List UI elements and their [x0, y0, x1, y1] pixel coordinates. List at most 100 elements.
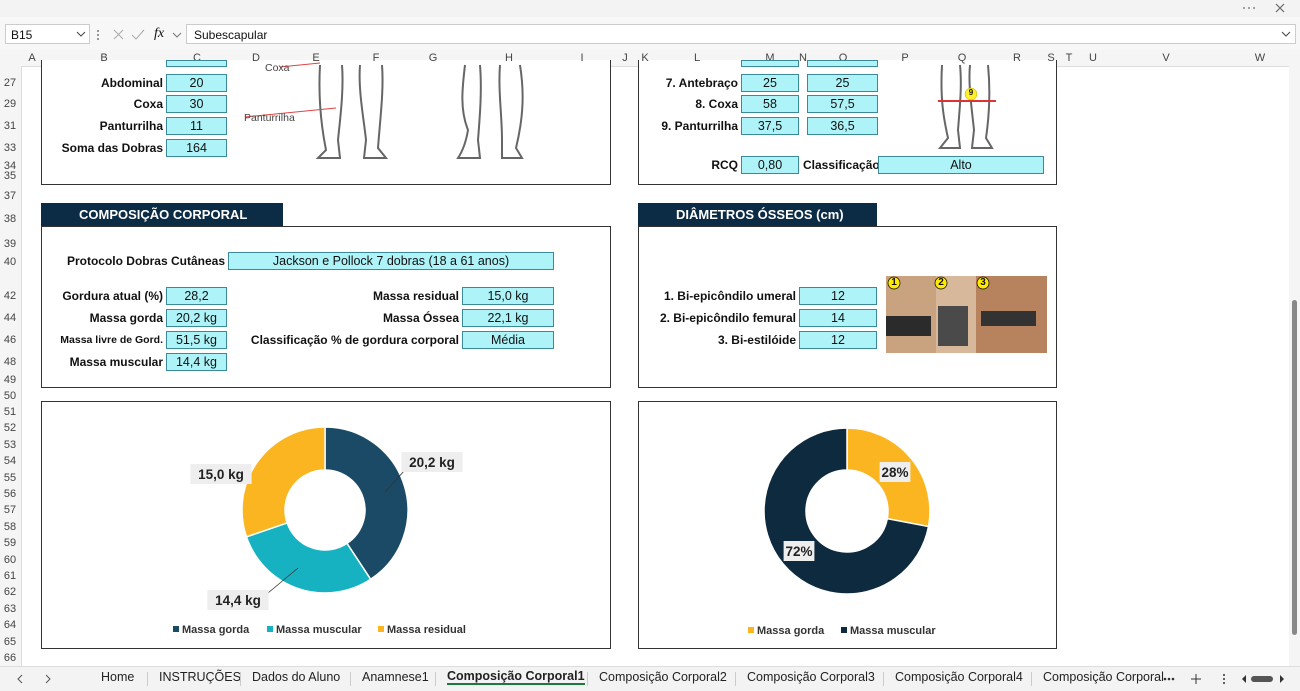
legend-label: Massa gorda — [182, 624, 250, 636]
row-header: 61 — [3, 570, 17, 582]
row-header: 34 — [3, 160, 17, 172]
window-icons — [1243, 3, 1285, 13]
field-label: Massa Óssea — [382, 311, 459, 325]
data-label-box — [879, 462, 911, 482]
row-header: 50 — [3, 390, 17, 402]
value-cell: 14,4 kg — [166, 353, 227, 371]
leg-illustration — [244, 62, 524, 159]
row-header: 27 — [3, 77, 17, 89]
tab-controls[interactable] — [1162, 670, 1290, 688]
diameter-title: DIÂMETROS ÓSSEOS (cm) — [638, 203, 877, 226]
value-cell — [166, 60, 227, 67]
column-header: O — [838, 52, 848, 64]
donut-segment — [245, 521, 372, 594]
row-header: 51 — [3, 406, 17, 418]
donut-segment — [324, 426, 409, 581]
column-header: D — [252, 52, 260, 64]
leg-illustration — [937, 64, 996, 149]
value-cell: 57,5 — [807, 95, 878, 113]
row-header: 39 — [3, 238, 17, 250]
value-cell: 14 — [799, 309, 877, 327]
field-label: Soma das Dobras — [61, 141, 163, 155]
row-header: 35 — [3, 170, 17, 182]
column-header: C — [193, 52, 201, 64]
chevron — [76, 31, 86, 37]
field-label: 8. Coxa — [695, 97, 738, 111]
column-header: E — [312, 52, 320, 64]
formula-text: Subescapular — [194, 28, 268, 42]
row-header: 62 — [3, 586, 17, 599]
sheet-tab[interactable]: Composição Corporal1 — [447, 669, 585, 685]
value-cell — [741, 60, 799, 67]
field-label: RCQ — [711, 158, 738, 172]
tab-separator — [735, 672, 736, 686]
legend-swatch — [173, 626, 179, 632]
column-header: B — [100, 52, 108, 64]
field-label: Classificação % de gordura corporal — [250, 333, 459, 347]
sheet-tab[interactable]: Composição Corporal4 — [895, 670, 1023, 684]
field-label: 1. Bi-epicôndilo umeral — [663, 289, 796, 303]
column-header: I — [580, 52, 584, 64]
value-cell: 36,5 — [807, 117, 878, 135]
figure-label: Panturrilha — [244, 112, 295, 124]
value-cell: 51,5 kg — [166, 331, 227, 349]
legend-swatch — [748, 627, 754, 633]
row-header: 53 — [3, 438, 17, 451]
figure-marker: 9 — [968, 88, 974, 97]
row-header: 54 — [3, 455, 17, 468]
data-label: 15,0 kg — [198, 467, 244, 482]
legend-swatch — [267, 626, 273, 632]
name-box[interactable]: B15 — [5, 24, 90, 44]
data-label: 14,4 kg — [215, 593, 261, 608]
row-header: 44 — [3, 312, 17, 324]
column-header: P — [901, 52, 909, 64]
data-label: 28% — [881, 465, 908, 480]
value-cell: 12 — [799, 331, 877, 349]
row-header: 40 — [3, 256, 17, 268]
data-label-box — [190, 464, 252, 484]
value-cell: 25 — [741, 74, 799, 92]
tab-separator — [240, 672, 241, 686]
value-cell: Jackson e Pollock 7 dobras (18 a 61 anos… — [228, 252, 554, 270]
column-header: S — [1047, 52, 1055, 64]
field-label: Abdominal — [101, 76, 163, 90]
scrollbar[interactable] — [1289, 50, 1300, 666]
data-label-box — [401, 452, 463, 472]
value-cell: 20,2 kg — [166, 309, 227, 327]
value-cell: 164 — [166, 139, 227, 157]
row-header: 31 — [3, 120, 17, 132]
value-cell: 0,80 — [741, 156, 799, 174]
sheet-tab[interactable]: Composição Corporal — [1043, 670, 1164, 684]
tab-separator — [883, 672, 884, 686]
field-label: Protocolo Dobras Cutâneas — [66, 254, 225, 268]
field-label: Gordura atual (%) — [62, 289, 163, 303]
legend-label: Massa residual — [387, 624, 466, 636]
column-header: F — [372, 52, 380, 64]
value-cell: 30 — [166, 95, 227, 113]
tab-separator — [350, 672, 351, 686]
sheet-tab[interactable]: Composição Corporal2 — [599, 670, 727, 684]
column-header: V — [1162, 52, 1170, 64]
sheet-tab[interactable]: Anamnese1 — [362, 670, 429, 684]
sheet-tab[interactable]: Dados do Aluno — [252, 670, 341, 684]
row-header: 58 — [3, 520, 17, 533]
sheet-tab[interactable]: Composição Corporal3 — [747, 670, 875, 684]
donut-segment — [241, 426, 326, 538]
fx-button[interactable]: fx — [154, 26, 165, 41]
scroll-thumb[interactable] — [1292, 300, 1297, 635]
row-header: 65 — [3, 635, 17, 648]
row-header: 59 — [3, 537, 17, 550]
leader-line — [384, 469, 406, 493]
field-label: Massa livre de Gord. — [60, 334, 163, 346]
field-label: Massa muscular — [69, 355, 163, 369]
sheet-tab[interactable]: INSTRUÇÕES — [159, 670, 241, 684]
formula-bar[interactable]: Subescapular — [186, 24, 1296, 44]
tab-nav-arrows[interactable] — [14, 672, 58, 686]
sheet-tab[interactable]: Home — [101, 670, 135, 684]
field-label: Massa residual — [372, 289, 459, 303]
column-header: K — [641, 52, 649, 64]
value-cell: 11 — [166, 117, 227, 135]
column-header: G — [428, 52, 438, 64]
